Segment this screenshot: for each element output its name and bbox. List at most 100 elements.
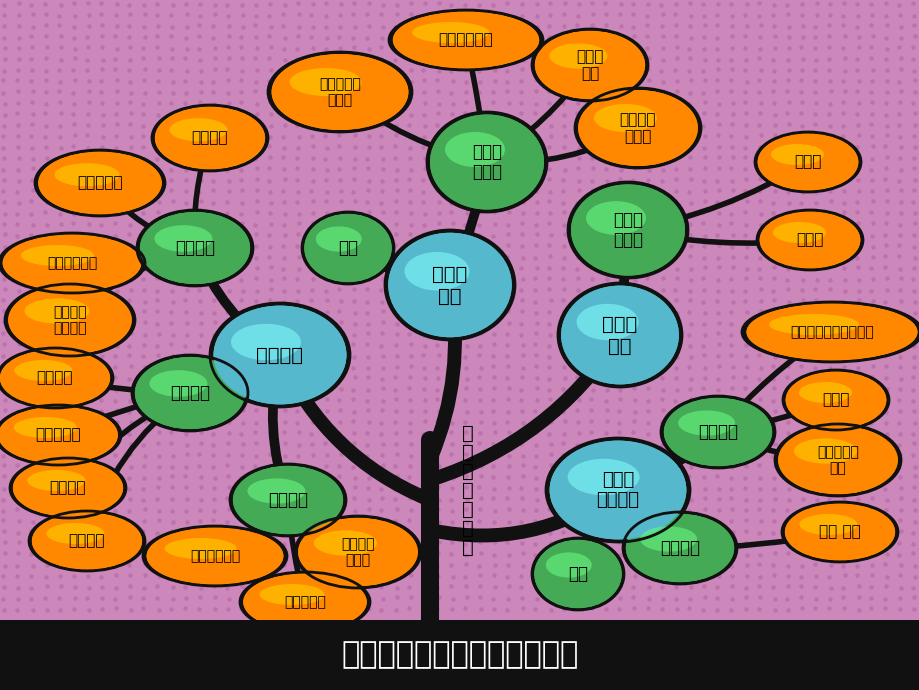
FancyArrowPatch shape xyxy=(342,94,483,161)
Ellipse shape xyxy=(28,470,85,491)
Ellipse shape xyxy=(664,398,771,466)
Ellipse shape xyxy=(429,115,543,210)
Text: 平行四边形
的面积: 平行四边形 的面积 xyxy=(319,77,360,107)
Ellipse shape xyxy=(46,523,104,544)
FancyArrowPatch shape xyxy=(620,434,715,489)
Ellipse shape xyxy=(39,152,162,215)
Text: 密铺: 密铺 xyxy=(567,565,587,583)
Ellipse shape xyxy=(784,504,894,560)
FancyArrowPatch shape xyxy=(619,492,677,546)
Ellipse shape xyxy=(412,22,489,43)
Ellipse shape xyxy=(534,31,644,99)
Ellipse shape xyxy=(777,426,897,494)
Ellipse shape xyxy=(534,31,644,99)
Text: 位置: 位置 xyxy=(337,239,357,257)
FancyArrowPatch shape xyxy=(630,164,805,230)
FancyArrowPatch shape xyxy=(272,357,287,497)
Ellipse shape xyxy=(388,233,511,337)
Ellipse shape xyxy=(233,466,343,534)
FancyArrowPatch shape xyxy=(630,230,806,243)
Text: 组合图形
的面积: 组合图形 的面积 xyxy=(619,112,655,144)
Ellipse shape xyxy=(759,212,859,268)
Ellipse shape xyxy=(140,212,250,284)
Ellipse shape xyxy=(561,286,678,384)
Ellipse shape xyxy=(625,514,733,582)
Ellipse shape xyxy=(777,426,897,494)
Text: 多边形面积
计算: 多边形面积 计算 xyxy=(816,445,858,475)
Ellipse shape xyxy=(677,411,734,435)
Ellipse shape xyxy=(545,553,591,578)
FancyArrowPatch shape xyxy=(288,503,304,600)
Text: 解简易方程: 解简易方程 xyxy=(284,595,325,609)
FancyArrowPatch shape xyxy=(350,249,447,284)
Text: 数与代数: 数与代数 xyxy=(256,346,303,364)
Text: 小数除法: 小数除法 xyxy=(170,384,210,402)
Text: 掷一掷: 掷一掷 xyxy=(796,233,823,248)
Ellipse shape xyxy=(230,464,346,536)
Ellipse shape xyxy=(594,104,656,132)
Ellipse shape xyxy=(625,514,733,582)
FancyArrowPatch shape xyxy=(579,493,617,571)
Ellipse shape xyxy=(785,371,885,428)
Text: 可能性: 可能性 xyxy=(793,155,821,170)
Ellipse shape xyxy=(785,371,885,428)
Text: 积的近似值: 积的近似值 xyxy=(77,175,122,190)
Text: 空间与
图形: 空间与 图形 xyxy=(432,264,467,306)
FancyArrowPatch shape xyxy=(74,248,192,262)
Text: 用字母表示数: 用字母表示数 xyxy=(189,549,240,563)
Ellipse shape xyxy=(622,512,736,584)
Text: 简易方程: 简易方程 xyxy=(267,491,308,509)
Text: 统计与
概率: 统计与 概率 xyxy=(602,315,637,355)
Ellipse shape xyxy=(772,222,825,243)
Text: 数
学
五
上
知
识
结: 数 学 五 上 知 识 结 xyxy=(461,424,473,557)
Ellipse shape xyxy=(8,286,131,354)
Ellipse shape xyxy=(531,538,623,610)
Ellipse shape xyxy=(549,441,686,540)
Ellipse shape xyxy=(392,12,539,68)
Ellipse shape xyxy=(10,458,126,518)
Ellipse shape xyxy=(742,302,919,362)
Ellipse shape xyxy=(0,406,118,464)
Ellipse shape xyxy=(768,314,858,335)
Text: 解稍复杂
的方程: 解稍复杂 的方程 xyxy=(341,537,374,567)
Ellipse shape xyxy=(534,540,621,608)
Ellipse shape xyxy=(213,306,346,404)
Text: 统计与
可能性: 统计与 可能性 xyxy=(612,210,642,249)
FancyArrowPatch shape xyxy=(432,491,615,535)
Ellipse shape xyxy=(389,10,542,70)
Ellipse shape xyxy=(240,572,369,632)
Ellipse shape xyxy=(567,459,639,495)
Ellipse shape xyxy=(165,538,236,559)
Text: 小数乘法
运算定律: 小数乘法 运算定律 xyxy=(53,305,86,335)
Ellipse shape xyxy=(29,511,145,571)
FancyArrowPatch shape xyxy=(466,43,486,159)
Ellipse shape xyxy=(534,540,621,608)
FancyArrowPatch shape xyxy=(61,393,187,434)
FancyArrowPatch shape xyxy=(431,288,455,457)
Ellipse shape xyxy=(149,371,207,397)
Ellipse shape xyxy=(429,115,543,210)
Ellipse shape xyxy=(0,406,118,464)
Text: 人教版五年级数学上册知识树: 人教版五年级数学上册知识树 xyxy=(341,640,578,669)
Ellipse shape xyxy=(213,306,346,404)
FancyArrowPatch shape xyxy=(289,502,356,551)
Ellipse shape xyxy=(35,150,165,216)
Ellipse shape xyxy=(154,107,265,169)
Text: 解方程: 解方程 xyxy=(822,393,849,408)
Ellipse shape xyxy=(781,502,897,562)
FancyArrowPatch shape xyxy=(720,433,834,460)
Ellipse shape xyxy=(8,286,131,354)
Ellipse shape xyxy=(313,531,377,555)
Text: 小数乘除法及综合应用: 小数乘除法及综合应用 xyxy=(789,325,873,339)
Ellipse shape xyxy=(558,283,681,387)
Ellipse shape xyxy=(799,514,857,535)
Ellipse shape xyxy=(585,201,645,235)
Ellipse shape xyxy=(243,573,367,631)
Ellipse shape xyxy=(233,466,343,534)
Ellipse shape xyxy=(146,527,283,584)
FancyArrowPatch shape xyxy=(196,250,278,353)
Ellipse shape xyxy=(271,54,408,130)
Ellipse shape xyxy=(664,398,771,466)
Ellipse shape xyxy=(39,152,162,215)
Text: 多边形
的面积: 多边形 的面积 xyxy=(471,143,502,181)
